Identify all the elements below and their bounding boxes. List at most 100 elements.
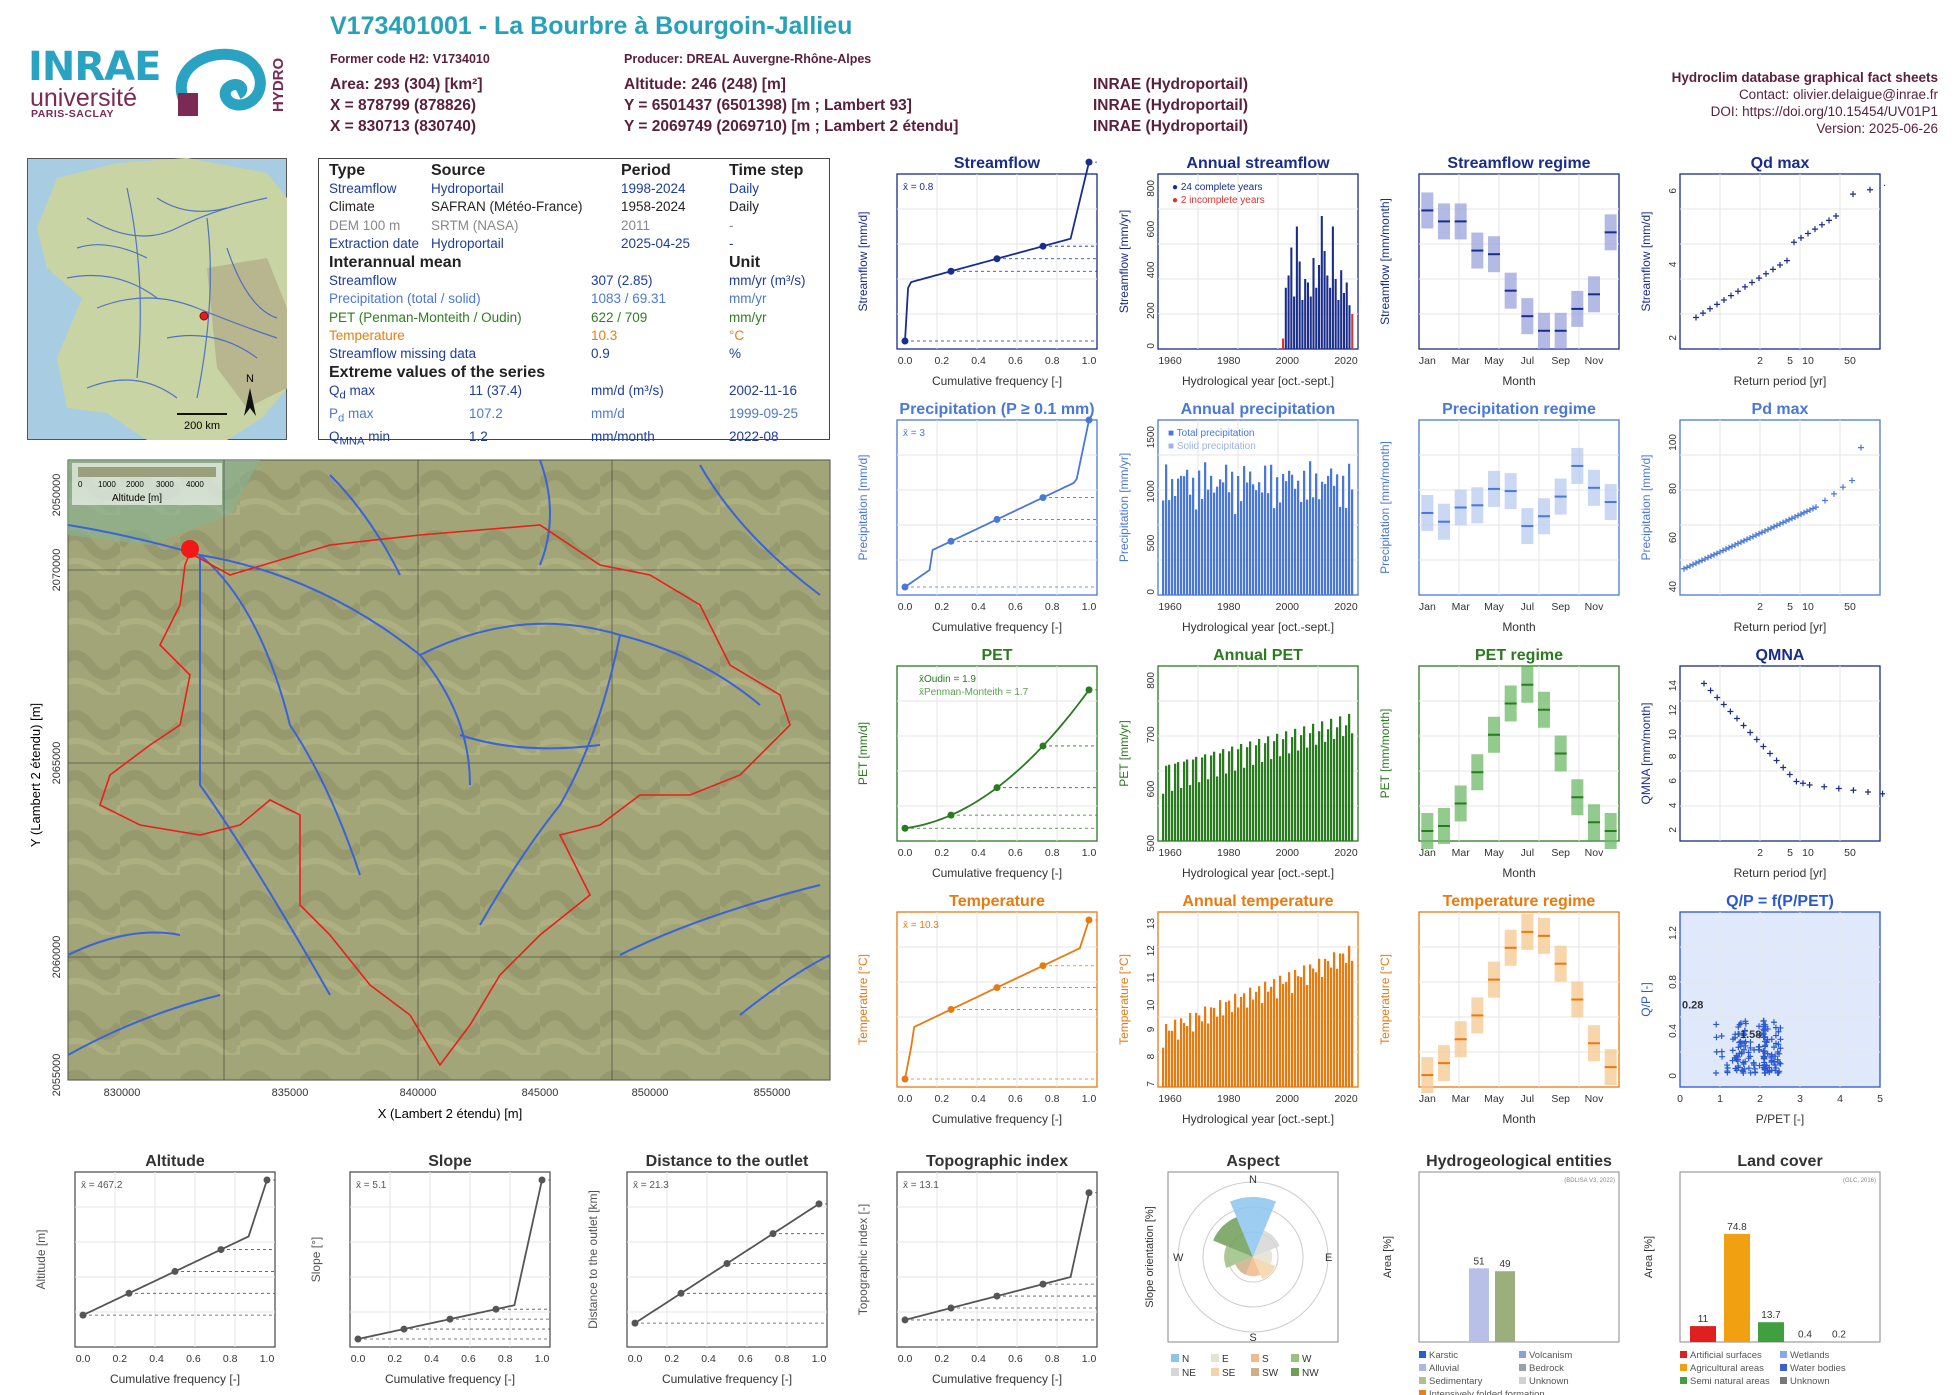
bar	[1231, 1012, 1233, 1087]
bar	[1345, 963, 1347, 1087]
chart-title: Annual PET	[1213, 647, 1303, 664]
x-tick: May	[1484, 355, 1505, 367]
bar	[1192, 1031, 1194, 1087]
y-axis-label: PET [mm/month]	[1378, 709, 1392, 799]
bar	[1255, 992, 1257, 1087]
bar	[1249, 472, 1251, 595]
bar-value: 13.7	[1761, 1310, 1781, 1321]
svg-text:0: 0	[78, 480, 83, 489]
y-axis-label: Q/P [-]	[1639, 982, 1653, 1016]
x-tick: 2020	[1334, 355, 1358, 367]
y-tick: 1500	[1146, 426, 1157, 449]
bar	[1318, 265, 1320, 349]
y-tick: 600	[1146, 220, 1157, 237]
x-tick: 0.6	[1008, 847, 1023, 859]
chart-title: Aspect	[1226, 1153, 1280, 1170]
x-tick: 0.8	[223, 1353, 238, 1365]
y-tick: 12	[1668, 704, 1679, 716]
x-tick: 4	[1837, 1093, 1843, 1105]
bar	[1304, 279, 1306, 349]
x-tick: 0.0	[898, 355, 913, 367]
bar	[1279, 756, 1281, 841]
chart-title: Qd max	[1751, 155, 1810, 172]
y-axis-label: Streamflow [mm/d]	[1639, 211, 1653, 311]
map-y-ticks: 2070000 2065000 2060000 2055000 2050000	[51, 474, 63, 1097]
x-axis-label: Month	[1502, 620, 1535, 634]
bar	[1321, 482, 1323, 595]
bar	[1300, 502, 1302, 595]
chart-hydrogeo: Hydrogeological entities(BDLISA V3, 2022…	[1374, 1150, 1624, 1395]
bar	[1315, 972, 1317, 1087]
x-tick: 0.2	[934, 847, 949, 859]
bar	[1346, 283, 1348, 350]
bar	[1324, 251, 1326, 349]
x-axis-label: Hydrological year [oct.-sept.]	[1182, 374, 1334, 388]
x-axis-label: Hydrological year [oct.-sept.]	[1182, 620, 1334, 634]
x-tick: 0.8	[775, 1353, 790, 1365]
chart-title: Land cover	[1737, 1153, 1822, 1170]
doi: DOI: https://doi.org/10.15454/UV01P1	[1711, 104, 1938, 120]
bar	[1285, 731, 1287, 841]
bar	[1216, 1017, 1218, 1087]
x-axis-label: Return period [yr]	[1734, 866, 1827, 880]
bar	[1201, 499, 1203, 595]
bar	[1758, 1322, 1784, 1342]
bar	[1330, 719, 1332, 841]
bar-value: 49	[1499, 1259, 1511, 1270]
bar	[1225, 1002, 1227, 1087]
north-label: N	[246, 373, 254, 385]
y-tick: 4	[1668, 261, 1679, 267]
bar	[1351, 489, 1353, 595]
bar	[1332, 227, 1334, 350]
y-tick: 14	[1668, 680, 1679, 692]
bar	[1228, 751, 1230, 841]
x-tick: Nov	[1585, 1093, 1604, 1105]
x-tick: 2000	[1276, 355, 1300, 367]
y-tick: 12	[1146, 945, 1157, 957]
legend-swatch	[1780, 1351, 1787, 1358]
x-axis-label: Cumulative frequency [-]	[110, 1372, 240, 1386]
chart-title: Streamflow	[954, 155, 1041, 172]
compass-w: W	[1173, 1252, 1184, 1264]
bar	[1348, 714, 1350, 841]
bar	[1210, 755, 1212, 841]
bar-value: 74.8	[1727, 1222, 1747, 1233]
bar	[1228, 1001, 1230, 1087]
y-tick: 6	[1668, 778, 1679, 784]
x-axis-label: Hydrological year [oct.-sept.]	[1182, 866, 1334, 880]
legend-swatch	[1680, 1364, 1687, 1371]
plot-frame	[1419, 1172, 1619, 1342]
bar	[1234, 771, 1236, 841]
bar	[1168, 500, 1170, 595]
bar	[1337, 300, 1339, 349]
y-tick: 0	[1146, 343, 1157, 349]
y-tick: 800	[1146, 672, 1157, 689]
bar	[1171, 479, 1173, 595]
legend-label: SW	[1262, 1368, 1279, 1379]
altitude: Altitude: 246 (248) [m]	[624, 74, 786, 95]
bar	[1162, 501, 1164, 596]
legend-solid: ■ Solid precipitation	[1168, 441, 1256, 452]
bar	[1310, 297, 1312, 350]
bar	[1303, 471, 1305, 595]
plot-frame	[1680, 420, 1880, 595]
bar	[1312, 258, 1314, 349]
bar	[1273, 741, 1275, 841]
x-tick: 0.2	[934, 1093, 949, 1105]
bar	[1249, 741, 1251, 841]
chart-title: Hydrogeological entities	[1426, 1153, 1612, 1170]
mean-label: x̄ = 13.1	[903, 1180, 939, 1191]
y-l93: Y = 6501437 (6501398) [m ; Lambert 93]	[624, 95, 912, 116]
source-note: (GLC, 2016)	[1843, 1178, 1876, 1184]
legend-label: Semi natural areas	[1690, 1376, 1770, 1387]
x-axis-label: Cumulative frequency [-]	[932, 620, 1062, 634]
bar	[1288, 276, 1290, 350]
bar	[1345, 508, 1347, 595]
x-tick: 10	[1802, 601, 1814, 613]
y-axis-label: Slope [°]	[309, 1237, 323, 1283]
